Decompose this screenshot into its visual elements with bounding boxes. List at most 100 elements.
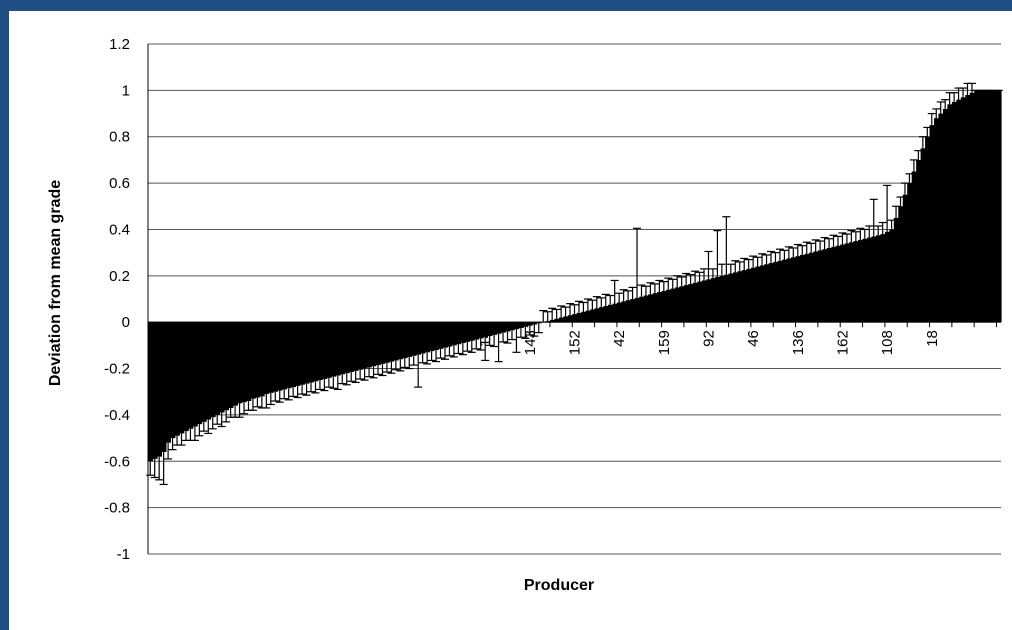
bar: [808, 252, 815, 323]
bar: [429, 322, 435, 352]
bar: [585, 310, 591, 323]
bar: [884, 231, 890, 323]
bar: [393, 322, 399, 361]
bar: [907, 183, 913, 323]
bar: [786, 258, 792, 323]
y-tick-label: 0.8: [109, 129, 130, 146]
x-tick-label-group: 46: [745, 330, 762, 347]
y-tick-label: 1: [122, 82, 130, 99]
bar: [768, 263, 774, 323]
bar: [978, 90, 984, 323]
error-bars-group: [146, 82, 1003, 486]
bar: [188, 322, 194, 429]
bar: [858, 239, 864, 323]
bar: [469, 322, 475, 341]
bar: [947, 104, 953, 323]
bar: [398, 322, 404, 360]
bar: [706, 279, 712, 323]
x-tick-label: 18: [924, 330, 941, 347]
y-axis-label: Deviation from mean grade: [47, 179, 64, 387]
bar: [974, 90, 980, 323]
bar: [353, 322, 359, 371]
bar: [518, 322, 524, 328]
bar: [867, 237, 873, 323]
x-tick-label-group: 92: [700, 330, 717, 347]
bar: [576, 312, 582, 323]
bar: [415, 322, 422, 355]
bar: [755, 266, 761, 323]
x-tick-label: 152: [567, 330, 584, 355]
x-tick-label: 143: [522, 330, 539, 355]
bar: [710, 278, 716, 323]
bar: [273, 322, 279, 392]
x-tick-label-group: 136: [790, 330, 807, 355]
bar: [795, 256, 801, 323]
bar: [849, 242, 855, 323]
bar: [826, 248, 832, 323]
bar: [549, 319, 556, 323]
bar: [835, 245, 841, 323]
bar: [308, 322, 314, 383]
bar: [956, 99, 962, 323]
bar: [148, 322, 154, 462]
bar: [255, 322, 261, 398]
bar: [335, 322, 341, 376]
bar: [911, 171, 917, 323]
bar: [214, 322, 221, 415]
x-axis-label: Producer: [523, 577, 595, 594]
y-tick-label: -0.4: [104, 407, 130, 424]
bar: [951, 101, 957, 323]
bar: [326, 322, 332, 378]
bar: [773, 261, 779, 323]
bar: [223, 322, 229, 411]
bar: [965, 95, 971, 323]
x-tick-label-group: 159: [656, 330, 673, 355]
bar: [603, 305, 609, 323]
bar: [791, 257, 797, 323]
bar: [567, 315, 573, 323]
bar: [281, 322, 288, 390]
bar: [996, 90, 1002, 323]
y-tick-label: 0.6: [109, 175, 130, 192]
bar: [482, 322, 489, 338]
bar: [389, 322, 395, 362]
bar: [777, 260, 783, 323]
bar: [782, 259, 788, 323]
bar: [701, 280, 707, 323]
bar: [987, 90, 993, 323]
x-tick-label-group: 42: [611, 330, 628, 347]
x-tick-label: 42: [611, 330, 628, 347]
bar: [259, 322, 265, 397]
bar: [286, 322, 292, 389]
x-tick-label: 159: [656, 330, 673, 355]
bar: [174, 322, 180, 436]
bar: [152, 322, 158, 459]
bar: [621, 301, 627, 323]
bar: [581, 311, 587, 323]
bar: [447, 322, 453, 347]
bar: [929, 125, 935, 323]
bar: [509, 322, 515, 331]
y-tick-label: 0.4: [109, 221, 130, 238]
chart-panel: 1.2 1 0.8 0.6 0.4 0.2 0 -0.2 -0.4 -0.6 -0.8 -1 14 14…: [9, 11, 1012, 630]
bar: [219, 322, 225, 413]
bar: [607, 304, 614, 323]
bar: [737, 271, 743, 323]
bar: [800, 254, 806, 323]
bar: [652, 293, 658, 323]
bar: [402, 322, 408, 359]
bar: [916, 159, 922, 323]
y-tick-label: 0.2: [109, 268, 130, 285]
y-tick-label: 0: [122, 314, 130, 331]
bar: [764, 264, 770, 323]
bar: [902, 194, 908, 323]
bar: [639, 296, 645, 323]
x-tick-label: 14: [477, 330, 494, 347]
bar: [228, 322, 234, 408]
bar: [674, 287, 681, 323]
bar: [295, 322, 301, 386]
bar: [934, 118, 940, 323]
x-tick-label: 46: [745, 330, 762, 347]
bar: [563, 316, 569, 323]
bar: [616, 302, 622, 323]
